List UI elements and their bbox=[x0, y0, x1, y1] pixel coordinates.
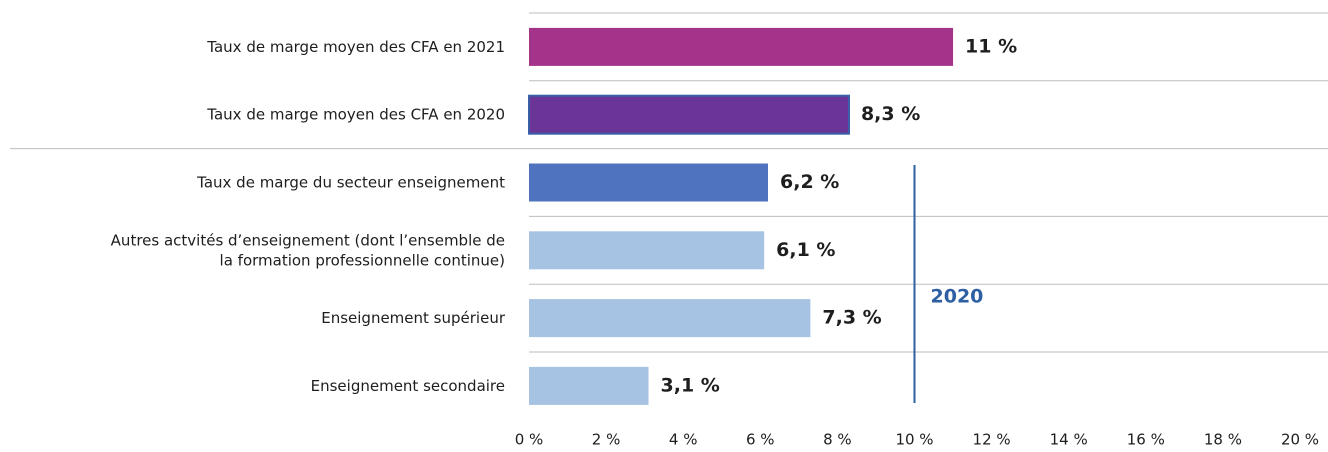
value-label: 7,3 % bbox=[822, 307, 881, 329]
bar bbox=[529, 366, 649, 405]
bar bbox=[529, 231, 765, 270]
value-label: 11 % bbox=[965, 35, 1017, 57]
category-label: Taux de marge moyen des CFA en 2020 bbox=[206, 105, 505, 123]
value-label: 8,3 % bbox=[861, 103, 920, 125]
x-tick-label: 16 % bbox=[1127, 431, 1165, 449]
x-tick-label: 10 % bbox=[895, 431, 933, 449]
bar bbox=[529, 27, 954, 66]
x-tick-label: 20 % bbox=[1281, 431, 1319, 449]
x-tick-label: 8 % bbox=[823, 431, 852, 449]
category-label: Enseignement secondaire bbox=[311, 376, 505, 394]
x-tick-label: 2 % bbox=[592, 431, 621, 449]
reference-label: 2020 bbox=[931, 286, 984, 308]
bar bbox=[529, 299, 811, 338]
x-tick-label: 14 % bbox=[1050, 431, 1088, 449]
category-label: Autres actvités d’enseignement (dont l’e… bbox=[111, 231, 505, 269]
value-label: 3,1 % bbox=[661, 374, 720, 396]
x-tick-label: 4 % bbox=[669, 431, 698, 449]
x-tick-label: 6 % bbox=[746, 431, 775, 449]
x-tick-label: 0 % bbox=[515, 431, 544, 449]
x-tick-label: 18 % bbox=[1204, 431, 1242, 449]
category-label: Taux de marge moyen des CFA en 2021 bbox=[206, 37, 505, 55]
x-tick-label: 12 % bbox=[973, 431, 1011, 449]
category-label: Taux de marge du secteur enseignement bbox=[196, 173, 505, 191]
category-label: Enseignement supérieur bbox=[321, 309, 506, 327]
bar bbox=[529, 163, 769, 202]
value-label: 6,1 % bbox=[776, 239, 835, 261]
bar bbox=[528, 94, 850, 135]
value-label: 6,2 % bbox=[780, 171, 839, 193]
